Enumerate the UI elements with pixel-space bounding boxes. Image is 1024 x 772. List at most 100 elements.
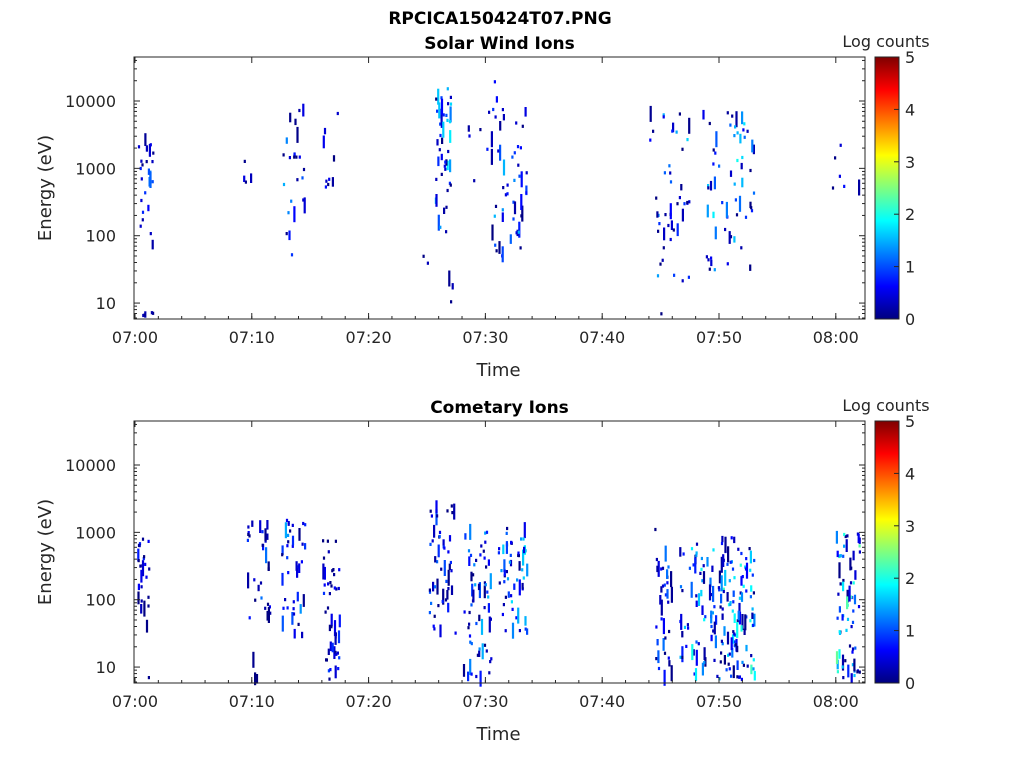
heatmap-cell — [247, 572, 250, 589]
heatmap-cell — [695, 553, 698, 558]
heatmap-cell — [670, 220, 673, 230]
heatmap-cell — [502, 603, 505, 607]
heatmap-cell — [731, 567, 735, 571]
heatmap-cell — [467, 549, 471, 553]
heatmap-cell — [681, 655, 684, 659]
heatmap-cell — [331, 642, 334, 653]
heatmap-cell — [446, 188, 449, 193]
heatmap-cell — [329, 668, 332, 672]
heatmap-cell — [485, 530, 489, 534]
heatmap-cell — [520, 537, 523, 541]
colorbar-gradient — [874, 56, 900, 320]
heatmap-cell — [266, 520, 269, 530]
heatmap-cell — [299, 604, 302, 614]
heatmap-cell — [750, 206, 753, 210]
heatmap-cell — [744, 565, 747, 569]
heatmap-cell — [834, 156, 837, 160]
heatmap-cell — [710, 593, 713, 597]
heatmap-cell — [328, 177, 331, 181]
heatmap-cell — [743, 122, 746, 126]
colorbar-tick-label: 3 — [905, 153, 915, 172]
heatmap-cell — [714, 226, 717, 240]
heatmap-cell — [138, 542, 142, 546]
heatmap-cell — [487, 595, 490, 599]
heatmap-cell — [702, 109, 705, 120]
heatmap-cell — [520, 171, 523, 188]
heatmap-cell — [428, 590, 432, 594]
heatmap-cell — [449, 130, 452, 143]
heatmap-cell — [498, 581, 501, 585]
heatmap-cell — [336, 651, 339, 655]
heatmap-cell — [720, 556, 723, 573]
heatmap-cell — [846, 596, 849, 610]
heatmap-cell — [450, 569, 453, 573]
heatmap-cell — [752, 144, 755, 155]
heatmap-cell — [287, 533, 290, 537]
heatmap-cell — [661, 584, 665, 588]
heatmap-cell — [657, 560, 660, 577]
heatmap-cell — [841, 665, 844, 669]
heatmap-cell — [721, 607, 724, 611]
heatmap-cell — [740, 625, 743, 632]
heatmap-cell — [517, 230, 520, 234]
heatmap-cell — [490, 148, 493, 165]
heatmap-cell — [495, 96, 498, 103]
heatmap-cell — [667, 600, 670, 604]
heatmap-cell — [486, 147, 489, 151]
heatmap-cell — [286, 606, 289, 610]
heatmap-cell — [489, 573, 492, 590]
heatmap-cell — [852, 609, 855, 613]
heatmap-cell — [470, 642, 473, 646]
heatmap-cell — [446, 118, 449, 122]
heatmap-cell — [483, 606, 486, 610]
heatmap-cell — [846, 617, 850, 621]
heatmap-cell — [679, 585, 683, 589]
heatmap-cell — [437, 156, 440, 167]
heatmap-cell — [430, 601, 433, 605]
heatmap-cell — [686, 623, 689, 627]
heatmap-cell — [468, 610, 471, 615]
heatmap-cell — [440, 567, 443, 571]
heatmap-cell — [293, 155, 296, 159]
heatmap-cell — [463, 610, 466, 614]
heatmap-cell — [251, 520, 254, 527]
heatmap-cell — [718, 588, 721, 592]
heatmap-cell — [712, 148, 715, 152]
heatmap-cell — [654, 527, 657, 532]
heatmap-cell — [257, 584, 260, 592]
heatmap-cell — [493, 214, 496, 218]
heatmap-cells — [137, 500, 861, 687]
heatmap-cell — [143, 600, 146, 617]
heatmap-cell — [736, 660, 739, 670]
heatmap-cell — [323, 583, 326, 587]
heatmap-cell — [484, 583, 487, 587]
heatmap-cell — [703, 647, 706, 660]
heatmap-cell — [519, 146, 522, 150]
heatmap-cell — [726, 562, 729, 566]
heatmap-cell — [298, 563, 301, 573]
heatmap-cell — [720, 593, 723, 604]
heatmap-cell — [437, 544, 440, 558]
heatmap-cell — [737, 547, 740, 551]
heatmap-cell — [144, 191, 147, 195]
heatmap-cell — [669, 237, 672, 242]
heatmap-cell — [697, 593, 701, 606]
heatmap-cell — [505, 531, 508, 535]
heatmap-cell — [663, 171, 666, 175]
y-tick-label: 100 — [85, 591, 116, 610]
heatmap-cell — [333, 573, 336, 577]
heatmap-cell — [749, 568, 752, 572]
heatmap-cell — [835, 651, 839, 664]
heatmap-cell — [448, 120, 452, 124]
heatmap-cell — [719, 660, 722, 664]
heatmap-cell — [836, 550, 839, 558]
colorbar-tick-label: 0 — [905, 674, 915, 693]
heatmap-cell — [442, 588, 445, 605]
heatmap-cell — [720, 541, 724, 546]
heatmap-cell — [476, 653, 479, 657]
heatmap-cell — [137, 591, 140, 605]
heatmap-cell — [510, 594, 513, 598]
x-tick-label: 07:20 — [346, 692, 392, 711]
heatmap-cells — [137, 80, 861, 318]
